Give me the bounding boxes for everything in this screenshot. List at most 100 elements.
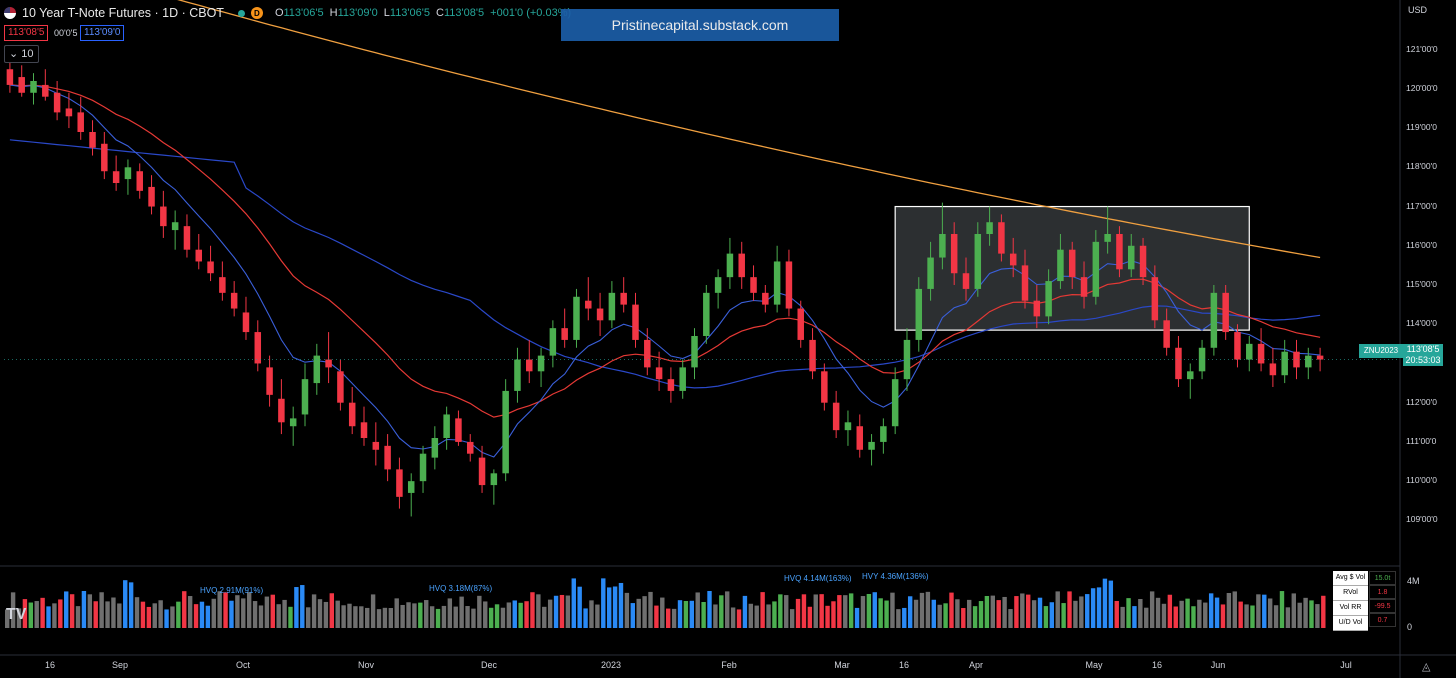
volume-bar bbox=[1155, 597, 1161, 628]
spread-value: 00'0'5 bbox=[54, 28, 78, 38]
volume-bar bbox=[618, 582, 624, 628]
volume-bar bbox=[778, 594, 783, 628]
candle-body bbox=[407, 481, 415, 493]
candle-body bbox=[348, 402, 356, 427]
candle-body bbox=[809, 339, 816, 372]
candle-body bbox=[1257, 343, 1265, 364]
volume-bar bbox=[5, 609, 10, 628]
volume-bar bbox=[111, 597, 116, 628]
volume-bar bbox=[1031, 600, 1037, 628]
volume-bar bbox=[1108, 580, 1114, 628]
volume-bar bbox=[583, 608, 588, 628]
auto-scale-icon[interactable]: ◬ bbox=[1422, 661, 1431, 673]
indicator-toggle[interactable]: ⌄ 10 bbox=[4, 45, 39, 63]
volume-bar bbox=[742, 595, 748, 628]
ask-price-box[interactable]: 113'09'0 bbox=[80, 25, 125, 41]
volume-bar bbox=[966, 599, 972, 628]
volume-bar bbox=[447, 598, 453, 628]
candle-body bbox=[1068, 249, 1076, 278]
stats-label: RVol bbox=[1333, 586, 1368, 601]
volume-bar bbox=[1061, 603, 1066, 628]
volume-bar bbox=[465, 606, 470, 628]
volume-bar bbox=[666, 608, 671, 628]
volume-bar bbox=[1315, 604, 1320, 628]
volume-bar bbox=[677, 600, 683, 628]
volume-bar bbox=[1303, 597, 1308, 628]
candle-body bbox=[797, 308, 804, 340]
volume-bar bbox=[961, 608, 966, 628]
candle-body bbox=[844, 422, 852, 431]
candle-body bbox=[1175, 347, 1182, 380]
volume-bar bbox=[300, 585, 305, 628]
bid-price-box[interactable]: 113'08'5 bbox=[4, 25, 49, 41]
candle-body bbox=[1080, 277, 1088, 297]
market-status-icon bbox=[237, 9, 245, 17]
candle-body bbox=[585, 300, 592, 309]
candle-body bbox=[266, 367, 273, 395]
candle-body bbox=[915, 288, 923, 340]
current-price-label: 113'08'5 20:53:03 bbox=[1403, 344, 1443, 366]
volume-bar bbox=[919, 592, 925, 628]
candle-body bbox=[832, 402, 840, 431]
candle-body bbox=[183, 226, 191, 250]
volume-bar bbox=[406, 602, 411, 628]
tradingview-logo[interactable]: TV bbox=[6, 606, 27, 623]
candle-body bbox=[1151, 277, 1159, 321]
volume-bar bbox=[1232, 591, 1237, 628]
volume-bar bbox=[648, 591, 653, 628]
time-tick-label: 16 bbox=[1151, 660, 1163, 670]
candle-body bbox=[1057, 249, 1064, 282]
volume-bar bbox=[359, 606, 364, 628]
volume-annotation: HVQ 4.14M(163%) bbox=[784, 574, 852, 583]
volume-bar bbox=[193, 604, 199, 628]
candle-body bbox=[384, 445, 391, 470]
chart-header: 10 Year T-Note Futures · 1D · CBOT D O11… bbox=[0, 0, 574, 26]
time-tick-label: 2023 bbox=[600, 660, 622, 670]
candle-body bbox=[549, 328, 557, 356]
volume-tick-label: 4M bbox=[1407, 576, 1420, 586]
volume-bar bbox=[996, 600, 1001, 628]
volume-bar bbox=[376, 609, 382, 628]
volume-bar bbox=[453, 606, 458, 628]
stats-table-values: 15.0t 1.8 -99.5 0.7 bbox=[1369, 571, 1396, 627]
volume-bar bbox=[1055, 591, 1060, 628]
candle-body bbox=[868, 441, 875, 450]
volume-bar bbox=[341, 605, 346, 628]
sma50-line bbox=[9, 139, 1321, 389]
candle-body bbox=[30, 81, 37, 93]
ema-fast-line bbox=[9, 84, 1321, 458]
volume-bar bbox=[577, 586, 582, 628]
volume-bar bbox=[258, 605, 264, 628]
delayed-badge[interactable]: D bbox=[250, 7, 263, 19]
volume-bar bbox=[654, 605, 659, 628]
volume-bar bbox=[170, 606, 175, 628]
volume-bar bbox=[1203, 602, 1208, 628]
volume-bar bbox=[288, 606, 293, 628]
volume-bar bbox=[429, 606, 435, 628]
volume-bar bbox=[589, 600, 594, 628]
volume-bar bbox=[860, 596, 866, 628]
volume-bar bbox=[217, 591, 222, 628]
volume-bar bbox=[978, 601, 984, 628]
candle-body bbox=[927, 257, 934, 289]
candle-body bbox=[1305, 355, 1312, 368]
volume-bar bbox=[282, 599, 287, 628]
volume-bar bbox=[707, 590, 712, 628]
stats-value: -99.5 bbox=[1369, 599, 1396, 613]
volume-bar bbox=[902, 607, 907, 628]
volume-bar bbox=[182, 591, 187, 628]
volume-bar bbox=[1197, 599, 1202, 628]
candle-body bbox=[160, 206, 167, 227]
candle-body bbox=[254, 332, 262, 364]
candle-body bbox=[195, 249, 203, 262]
volume-bar bbox=[10, 592, 16, 628]
volume-bar bbox=[713, 604, 718, 628]
symbol-title[interactable]: 10 Year T-Note Futures · 1D · CBOT bbox=[22, 6, 224, 20]
volume-bar bbox=[1126, 598, 1131, 628]
volume-bar bbox=[305, 607, 311, 628]
volume-bar bbox=[81, 590, 87, 628]
volume-bar bbox=[365, 607, 370, 628]
stats-table-labels: Avg $ Vol RVol Vol RR U/D Vol bbox=[1333, 571, 1368, 631]
currency-label[interactable]: USD bbox=[1408, 5, 1428, 15]
